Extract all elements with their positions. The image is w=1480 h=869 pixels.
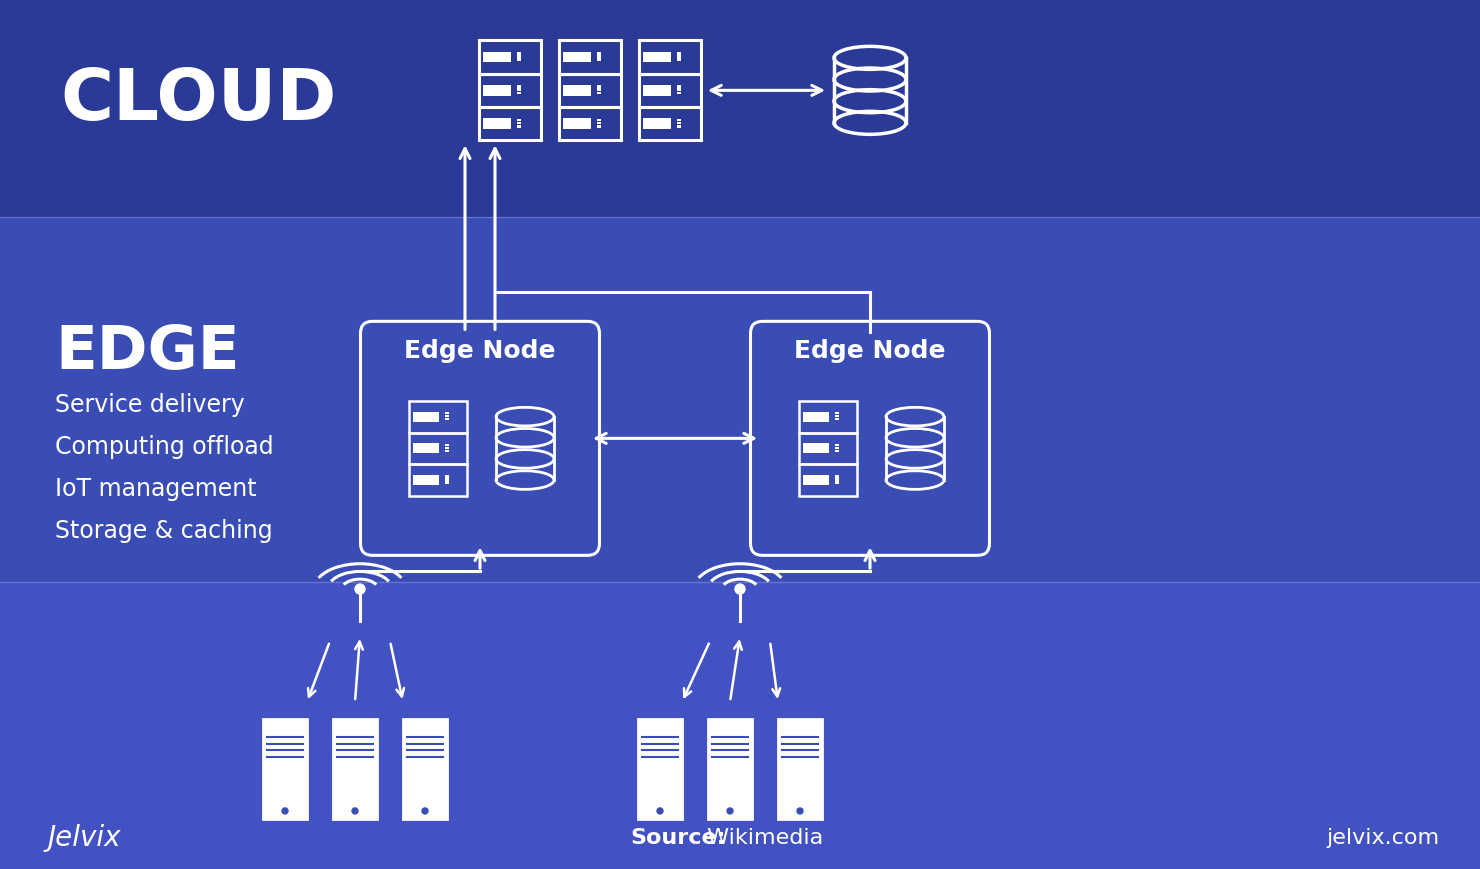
Bar bbox=[835, 444, 839, 447]
Bar bbox=[445, 481, 448, 484]
Text: Storage & caching: Storage & caching bbox=[55, 518, 272, 542]
Text: EDGE: EDGE bbox=[55, 322, 240, 381]
Bar bbox=[676, 90, 681, 92]
Text: Jelvix: Jelvix bbox=[47, 823, 121, 851]
FancyBboxPatch shape bbox=[778, 720, 821, 819]
Bar bbox=[445, 413, 448, 415]
Bar bbox=[517, 56, 521, 59]
Circle shape bbox=[727, 808, 733, 814]
Bar bbox=[517, 90, 521, 92]
Bar bbox=[676, 53, 681, 56]
FancyBboxPatch shape bbox=[482, 86, 511, 96]
Bar bbox=[517, 53, 521, 56]
Bar bbox=[517, 86, 521, 89]
FancyBboxPatch shape bbox=[482, 53, 511, 63]
FancyBboxPatch shape bbox=[562, 53, 591, 63]
Bar bbox=[676, 59, 681, 62]
Text: Wikimedia: Wikimedia bbox=[700, 827, 823, 847]
Text: Edge Node: Edge Node bbox=[795, 339, 946, 363]
Text: Service delivery: Service delivery bbox=[55, 392, 244, 416]
Bar bbox=[676, 123, 681, 125]
Bar bbox=[596, 126, 601, 129]
Bar bbox=[445, 447, 448, 449]
FancyBboxPatch shape bbox=[642, 53, 670, 63]
Bar bbox=[445, 419, 448, 421]
FancyBboxPatch shape bbox=[804, 475, 829, 486]
Circle shape bbox=[352, 808, 358, 814]
Bar bbox=[517, 126, 521, 129]
FancyBboxPatch shape bbox=[0, 582, 1480, 869]
Bar bbox=[596, 93, 601, 96]
Circle shape bbox=[798, 808, 804, 814]
FancyBboxPatch shape bbox=[413, 444, 440, 454]
FancyBboxPatch shape bbox=[0, 217, 1480, 582]
Text: Edge Node: Edge Node bbox=[404, 339, 556, 363]
Bar bbox=[835, 475, 839, 478]
Circle shape bbox=[283, 808, 289, 814]
Bar bbox=[596, 53, 601, 56]
Bar bbox=[596, 119, 601, 123]
FancyBboxPatch shape bbox=[482, 119, 511, 129]
Circle shape bbox=[736, 584, 744, 594]
Bar bbox=[517, 93, 521, 96]
FancyBboxPatch shape bbox=[804, 412, 829, 422]
Bar bbox=[676, 119, 681, 123]
Bar bbox=[676, 86, 681, 89]
FancyBboxPatch shape bbox=[413, 412, 440, 422]
Bar bbox=[445, 450, 448, 453]
FancyBboxPatch shape bbox=[750, 322, 990, 555]
FancyBboxPatch shape bbox=[804, 444, 829, 454]
Bar bbox=[676, 56, 681, 59]
Bar bbox=[596, 86, 601, 89]
Bar bbox=[517, 59, 521, 62]
Text: Computing offload: Computing offload bbox=[55, 434, 274, 458]
Bar bbox=[835, 415, 839, 418]
Text: IoT management: IoT management bbox=[55, 476, 256, 500]
Bar bbox=[676, 93, 681, 96]
Bar bbox=[835, 450, 839, 453]
Bar bbox=[835, 413, 839, 415]
FancyBboxPatch shape bbox=[707, 720, 752, 819]
Bar bbox=[517, 119, 521, 123]
FancyBboxPatch shape bbox=[361, 322, 599, 555]
Bar bbox=[445, 415, 448, 418]
Text: CLOUD: CLOUD bbox=[61, 65, 336, 135]
FancyBboxPatch shape bbox=[403, 720, 447, 819]
Text: jelvix.com: jelvix.com bbox=[1328, 827, 1440, 847]
FancyBboxPatch shape bbox=[0, 0, 1480, 217]
Bar bbox=[676, 126, 681, 129]
Bar bbox=[445, 444, 448, 447]
Circle shape bbox=[355, 584, 366, 594]
Bar bbox=[835, 479, 839, 481]
FancyBboxPatch shape bbox=[642, 86, 670, 96]
Text: Source:: Source: bbox=[630, 827, 725, 847]
Bar bbox=[517, 123, 521, 125]
Bar bbox=[835, 481, 839, 484]
Circle shape bbox=[422, 808, 428, 814]
Bar bbox=[596, 90, 601, 92]
Bar bbox=[445, 479, 448, 481]
FancyBboxPatch shape bbox=[642, 119, 670, 129]
Circle shape bbox=[657, 808, 663, 814]
FancyBboxPatch shape bbox=[413, 475, 440, 486]
FancyBboxPatch shape bbox=[263, 720, 306, 819]
Bar bbox=[445, 475, 448, 478]
Bar bbox=[596, 59, 601, 62]
FancyBboxPatch shape bbox=[333, 720, 377, 819]
Bar bbox=[835, 419, 839, 421]
FancyBboxPatch shape bbox=[562, 119, 591, 129]
Bar bbox=[835, 447, 839, 449]
Bar bbox=[596, 123, 601, 125]
FancyBboxPatch shape bbox=[562, 86, 591, 96]
FancyBboxPatch shape bbox=[638, 720, 682, 819]
Bar bbox=[596, 56, 601, 59]
